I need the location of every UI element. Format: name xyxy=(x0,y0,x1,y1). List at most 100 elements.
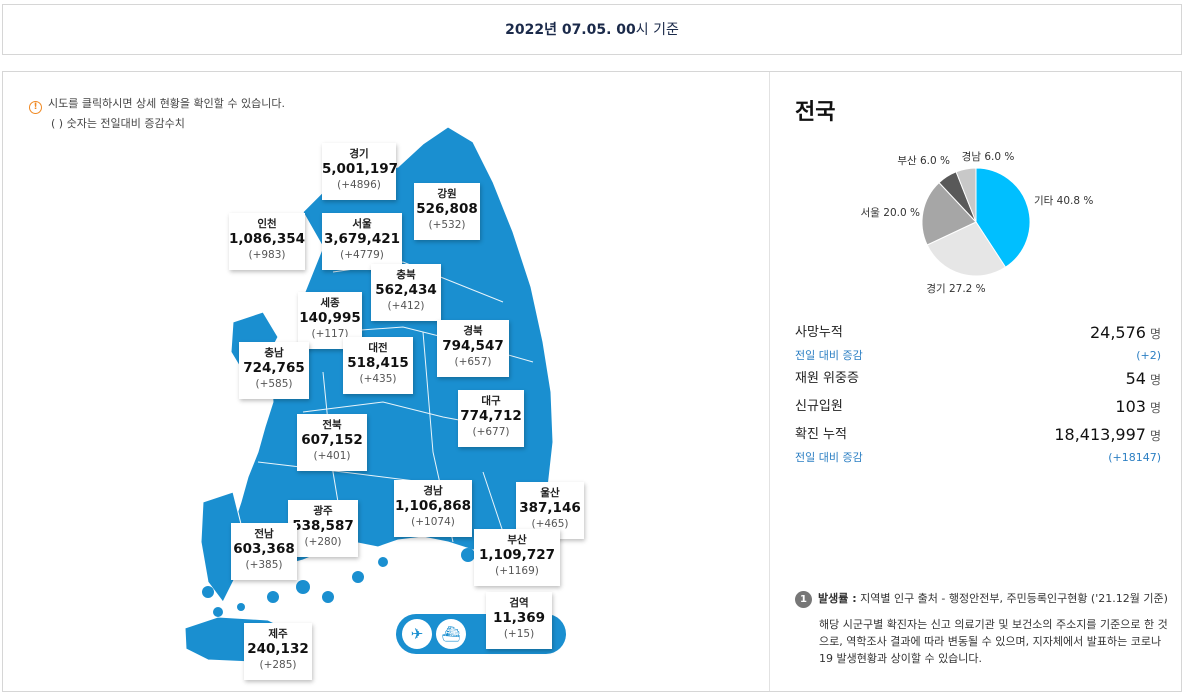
pie-label: 서울 20.0 % xyxy=(861,207,920,219)
notice-line2: ( ) 숫자는 전일대비 증감수치 xyxy=(51,117,185,130)
stat-label: 재원 위중증 xyxy=(795,371,859,386)
region-card-jeonnam[interactable]: 전남 603,368 (+385) xyxy=(231,523,297,580)
region-increase: (+1169) xyxy=(495,565,539,577)
region-increase: (+585) xyxy=(255,378,293,390)
stat-label: 전일 대비 증감 xyxy=(795,451,863,464)
stat-admitted: 신규입원 103 명 xyxy=(795,395,1161,419)
unit-label: 명 xyxy=(1149,327,1161,341)
region-name: 검역 xyxy=(509,597,529,609)
region-name: 대전 xyxy=(368,342,388,354)
region-value: 724,765 xyxy=(243,360,305,376)
stat-value: (+18147) xyxy=(1108,451,1161,464)
region-value: 538,587 xyxy=(292,518,354,534)
airplane-icon[interactable]: ✈ xyxy=(402,619,432,649)
region-value: 5,001,197 xyxy=(322,161,399,177)
deaths-value: 24,576 xyxy=(1089,323,1146,342)
footnote-number: 1 xyxy=(795,591,812,608)
region-card-seoul[interactable]: 서울 3,679,421 (+4779) xyxy=(322,213,402,270)
region-increase: (+983) xyxy=(248,249,286,261)
region-value: 1,109,727 xyxy=(478,547,555,563)
region-value: 518,415 xyxy=(347,355,409,371)
admitted-value: 103 xyxy=(1115,397,1146,416)
region-value: 1,106,868 xyxy=(394,498,471,514)
pie-slice xyxy=(955,167,977,223)
date-banner: 2022년 07.05. 00시 기준 xyxy=(2,4,1182,55)
region-increase: (+117) xyxy=(311,328,349,340)
region-value: 526,808 xyxy=(416,201,478,217)
region-increase: (+677) xyxy=(472,426,510,438)
unit-label: 명 xyxy=(1149,429,1161,443)
region-card-busan[interactable]: 부산 1,109,727 (+1169) xyxy=(474,529,560,586)
stat-label: 확진 누적 xyxy=(795,427,847,442)
stat-confirmed-change: 전일 대비 증감 (+18147) xyxy=(795,449,1161,467)
region-name: 충북 xyxy=(396,269,416,281)
region-name: 대구 xyxy=(481,395,501,407)
footnote-head-bold: 발생률 : xyxy=(818,592,857,605)
region-card-quarantine[interactable]: 검역 11,369 (+15) xyxy=(486,592,552,649)
main-panel: ! 시도를 클릭하시면 상세 현황을 확인할 수 있습니다. ( ) 숫자는 전일… xyxy=(2,71,1182,692)
region-increase: (+15) xyxy=(503,628,535,640)
region-name: 충남 xyxy=(264,347,284,359)
region-card-jeju[interactable]: 제주 240,132 (+285) xyxy=(244,623,312,680)
region-card-gangwon[interactable]: 강원 526,808 (+532) xyxy=(414,183,480,240)
pie-svg: 기타 40.8 % 경기 27.2 % 서울 20.0 % 부산 6.0 % 경남 6.… xyxy=(861,150,1094,295)
pie-chart: 기타 40.8 % 경기 27.2 % 서울 20.0 % 부산 6.0 % 경남 6.… xyxy=(838,142,1138,306)
region-increase: (+532) xyxy=(428,219,466,231)
region-name: 서울 xyxy=(352,218,372,230)
region-card-chungbuk[interactable]: 충북 562,434 (+412) xyxy=(371,264,441,321)
region-name: 세종 xyxy=(320,297,340,309)
date-suffix: 시 기준 xyxy=(635,22,679,38)
region-name: 인천 xyxy=(257,218,277,230)
pie-label: 부산 6.0 % xyxy=(897,155,950,167)
region-value: 1,086,354 xyxy=(229,231,306,247)
critical-value: 54 xyxy=(1125,369,1146,388)
region-name: 부산 xyxy=(507,534,527,546)
region-card-gyeongbuk[interactable]: 경북 794,547 (+657) xyxy=(437,320,509,377)
incidence-footnote: 1 발생률 : 지역별 인구 출처 - 행정안전부, 주민등록인구현황 ('21.… xyxy=(795,590,1175,667)
region-increase: (+465) xyxy=(531,518,569,530)
stat-deaths-change: 전일 대비 증감 (+2) xyxy=(795,347,1161,365)
region-value: 774,712 xyxy=(460,408,522,424)
pie-label: 기타 40.8 % xyxy=(1034,195,1093,207)
pie-label: 경남 6.0 % xyxy=(962,150,1015,163)
footnote-body: 해당 시군구별 확진자는 신고 의료기관 및 보건소의 주소지를 기준으로 한 … xyxy=(819,618,1168,665)
pie-label: 경기 27.2 % xyxy=(926,282,985,295)
region-increase: (+401) xyxy=(313,450,351,462)
region-card-gyeonggi[interactable]: 경기 5,001,197 (+4896) xyxy=(322,143,399,200)
stat-label: 전일 대비 증감 xyxy=(795,349,863,362)
stat-value: (+2) xyxy=(1136,349,1161,362)
region-card-gwangju[interactable]: 광주 538,587 (+280) xyxy=(288,500,358,557)
region-name: 경북 xyxy=(463,325,483,337)
region-card-incheon[interactable]: 인천 1,086,354 (+983) xyxy=(229,213,305,270)
pie-slice xyxy=(926,221,1007,277)
ship-icon[interactable]: ⛴ xyxy=(436,619,466,649)
region-value: 607,152 xyxy=(301,432,363,448)
stat-value: 54 명 xyxy=(1126,367,1161,392)
region-card-daejeon[interactable]: 대전 518,415 (+435) xyxy=(343,337,413,394)
stat-value: 18,413,997 명 xyxy=(1054,423,1161,448)
map-notice: ! 시도를 클릭하시면 상세 현황을 확인할 수 있습니다. ( ) 숫자는 전일… xyxy=(29,94,285,133)
region-value: 11,369 xyxy=(492,610,546,626)
region-name: 울산 xyxy=(540,487,560,499)
region-card-jeonbuk[interactable]: 전북 607,152 (+401) xyxy=(297,414,367,471)
region-value: 3,679,421 xyxy=(323,231,400,247)
region-name: 경기 xyxy=(349,148,369,160)
nationwide-title: 전국 xyxy=(795,100,836,125)
region-card-gyeongnam[interactable]: 경남 1,106,868 (+1074) xyxy=(394,480,472,537)
region-increase: (+285) xyxy=(259,659,297,671)
region-increase: (+657) xyxy=(454,356,492,368)
footnote-head-text: 지역별 인구 출처 - 행정안전부, 주민등록인구현황 ('21.12월 기준) xyxy=(856,592,1168,605)
unit-label: 명 xyxy=(1149,373,1161,387)
region-card-chungnam[interactable]: 충남 724,765 (+585) xyxy=(239,342,309,399)
stat-confirmed: 확진 누적 18,413,997 명 xyxy=(795,423,1161,447)
region-name: 전북 xyxy=(322,419,342,431)
region-name: 강원 xyxy=(437,188,457,200)
region-card-daegu[interactable]: 대구 774,712 (+677) xyxy=(458,390,524,447)
pie-slice xyxy=(921,181,977,246)
region-name: 전남 xyxy=(254,528,274,540)
confirmed-value: 18,413,997 xyxy=(1054,425,1146,444)
region-increase: (+4779) xyxy=(340,249,384,261)
stat-critical: 재원 위중증 54 명 xyxy=(795,367,1161,391)
region-name: 광주 xyxy=(313,505,333,517)
panel-divider xyxy=(769,72,770,691)
